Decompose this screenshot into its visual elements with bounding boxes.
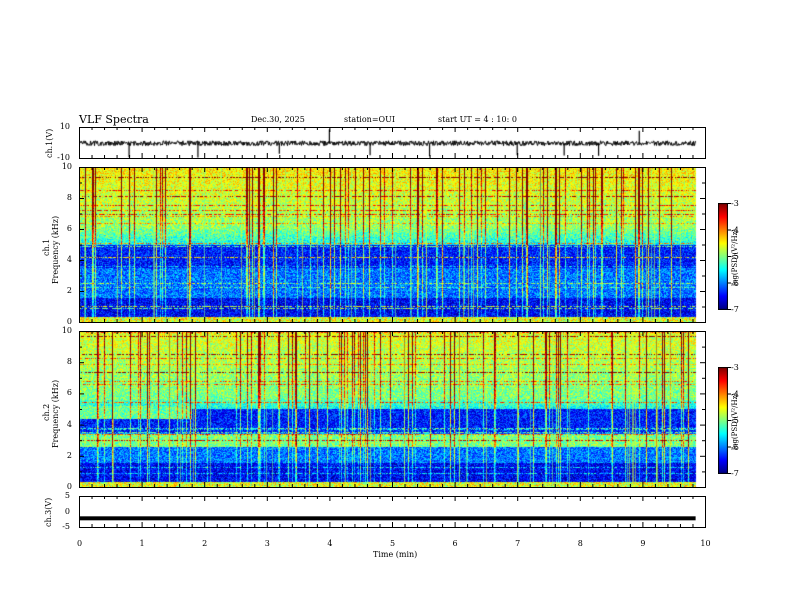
ch1-spectrogram-frame — [79, 167, 706, 323]
ch1-spectrogram-colorbar-tick-label: -6 — [731, 278, 739, 288]
x-tick-label: 9 — [640, 539, 646, 548]
ch3-waveform-y-tick-label: 5 — [64, 491, 70, 500]
x-tick-label: 3 — [264, 539, 270, 548]
ch1-waveform-trace — [79, 127, 705, 158]
date-label: Dec.30, 2025 — [251, 115, 305, 124]
x-tick-label: 0 — [76, 539, 83, 548]
ch1-spectrogram-colorbar-tick-label: -7 — [731, 305, 739, 314]
ch1-spectrogram-colorbar-tick-label: -4 — [731, 225, 739, 235]
start-ut-label: start UT = 4 : 10: 0 — [438, 115, 517, 124]
ch1-spectrogram-y-tick-label: 0 — [66, 317, 72, 326]
ch2-spec-ylabel-line1: ch.2 — [42, 403, 51, 421]
ch1-colorbar — [718, 203, 728, 310]
ch1-spectrogram-y-tick-label: 10 — [61, 162, 72, 171]
ch2-spectrogram-colorbar-tick-label: -3 — [731, 363, 739, 372]
ch1-spectrogram-y-tick-label: 4 — [66, 255, 72, 264]
ch2-spec-ylabel-line2: Frequency (kHz) — [51, 379, 60, 448]
ch1-spec-ylabel-line1: ch.1 — [42, 238, 51, 256]
ch1-waveform-y-tick-label: 10 — [59, 122, 70, 131]
ch2-spectrogram-colorbar-tick-label: -7 — [731, 469, 739, 478]
ch3-waveform-y-tick-label: -5 — [62, 522, 70, 531]
ch2-spectrogram-image — [79, 331, 705, 487]
ch2-spectrogram-y-tick-label: 6 — [66, 388, 72, 398]
ch1-spectrogram-y-tick-label: 2 — [66, 286, 72, 295]
x-tick-label: 4 — [327, 539, 333, 548]
x-tick-label: 5 — [389, 539, 396, 548]
ch1-spectrogram-colorbar-tick-label: -5 — [731, 252, 739, 261]
ch3-waveform-y-tick-label: 0 — [64, 506, 70, 516]
ch3-waveform-trace — [79, 516, 696, 521]
ch1-spectrogram-y-tick-label: 8 — [66, 193, 72, 202]
x-axis-label: Time (min) — [373, 550, 418, 559]
ch2-spectrogram-colorbar-tick-label: -5 — [731, 416, 739, 425]
x-tick-label: 7 — [515, 539, 521, 548]
ch2-spectrogram-colorbar-tick-label: -6 — [731, 442, 739, 452]
ch1-spectrogram-image — [79, 167, 705, 322]
ch1-spec-ylabel-line2: Frequency (kHz) — [51, 215, 60, 284]
x-tick-label: 2 — [202, 539, 208, 548]
chart-title: VLF Spectra — [79, 113, 149, 126]
ch1-spectrogram-colorbar-tick-label: -3 — [731, 199, 739, 208]
x-tick-label: 10 — [700, 539, 711, 548]
ch2-spectrogram-y-tick-label: 2 — [66, 450, 72, 460]
ch2-spectrogram-frame — [79, 331, 706, 488]
ch2-spectrogram-colorbar-tick-label: -4 — [731, 389, 739, 399]
ch2-spectrogram-y-tick-label: 10 — [61, 326, 72, 335]
ch2-colorbar — [718, 367, 728, 474]
x-tick-label: 1 — [139, 539, 145, 548]
ch2-spectrogram-y-tick-label: 8 — [66, 357, 72, 367]
x-tick-label: 8 — [577, 539, 583, 548]
ch1-spectrogram-y-tick-label: 6 — [66, 224, 72, 233]
ch1-waveform-y-tick-label: -10 — [57, 153, 70, 162]
x-tick-label: 6 — [452, 539, 458, 548]
ch1-waveform-ylabel: ch.1(V) — [45, 128, 54, 158]
ch2-spectrogram-y-tick-label: 4 — [66, 419, 72, 429]
ch2-spectrogram-y-tick-label: 0 — [66, 482, 72, 491]
ch3-waveform-ylabel: ch.3(V) — [44, 497, 53, 527]
station-label: station=OUI — [344, 115, 395, 124]
